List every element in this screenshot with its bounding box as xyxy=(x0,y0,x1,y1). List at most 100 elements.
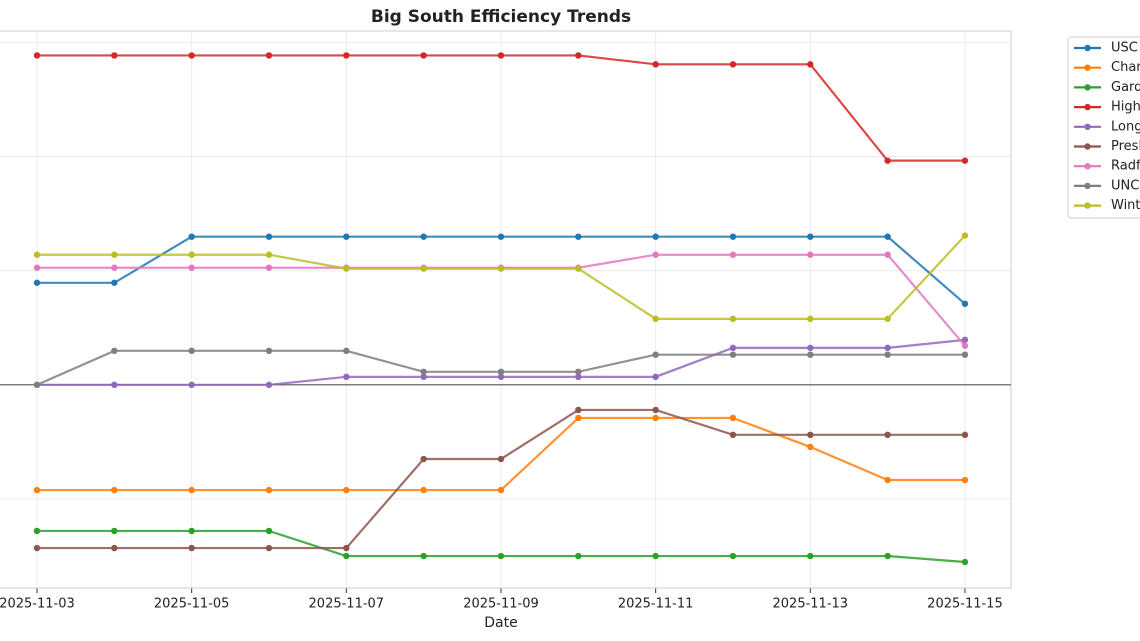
point xyxy=(652,351,659,358)
point xyxy=(807,431,814,439)
point xyxy=(188,251,195,258)
point xyxy=(188,233,195,240)
point xyxy=(575,373,582,381)
point xyxy=(188,264,195,271)
point xyxy=(807,233,814,240)
legend-marker xyxy=(1084,44,1091,52)
point xyxy=(884,431,891,439)
point xyxy=(652,251,659,258)
point xyxy=(807,315,814,323)
point xyxy=(652,315,659,323)
point xyxy=(33,544,41,552)
x-axis-label: Date xyxy=(484,615,517,631)
point xyxy=(265,233,273,240)
point xyxy=(729,414,737,422)
point xyxy=(575,52,582,59)
point xyxy=(420,486,427,494)
point xyxy=(575,368,582,376)
point xyxy=(497,373,505,381)
x-tick-label: 2025-11-11 xyxy=(618,597,694,612)
x-tick-label: 2025-11-09 xyxy=(463,597,539,612)
legend-marker xyxy=(1084,103,1091,111)
point xyxy=(343,265,350,272)
point xyxy=(343,552,350,560)
legend-label: Gard xyxy=(1111,80,1140,95)
legend-marker xyxy=(1084,64,1091,71)
point xyxy=(265,251,273,258)
point xyxy=(807,351,814,358)
plot-frame xyxy=(0,30,1012,589)
chart-title: Big South Efficiency Trends xyxy=(371,7,631,27)
point xyxy=(33,381,41,389)
point xyxy=(961,336,969,344)
point xyxy=(497,455,505,463)
point xyxy=(884,351,891,358)
point xyxy=(111,486,118,494)
point xyxy=(575,552,582,560)
point xyxy=(265,544,273,552)
point xyxy=(961,351,969,358)
point xyxy=(188,52,195,59)
legend-marker xyxy=(1084,163,1091,170)
point xyxy=(343,347,350,355)
point xyxy=(729,233,737,240)
legend-marker xyxy=(1084,202,1091,209)
point xyxy=(420,233,427,240)
point xyxy=(807,61,814,68)
point xyxy=(884,344,891,352)
point xyxy=(188,544,195,552)
point xyxy=(884,251,891,258)
point xyxy=(729,251,737,258)
point xyxy=(884,552,891,560)
point xyxy=(33,527,41,535)
point xyxy=(33,264,41,271)
point xyxy=(111,527,118,535)
point xyxy=(575,406,582,414)
x-tick-label: 2025-11-05 xyxy=(154,597,230,612)
point xyxy=(961,431,969,439)
point xyxy=(961,558,969,566)
point xyxy=(420,52,427,59)
legend-label: UNC xyxy=(1111,178,1139,193)
legend-marker xyxy=(1084,123,1091,130)
point xyxy=(265,347,273,355)
legend-label: USC xyxy=(1111,41,1138,56)
point xyxy=(111,251,118,258)
point xyxy=(652,406,659,414)
point xyxy=(807,552,814,560)
legend-label: Presl xyxy=(1111,139,1140,154)
point xyxy=(652,373,659,381)
legend-marker xyxy=(1084,143,1091,150)
point xyxy=(33,279,41,286)
point xyxy=(497,52,505,59)
point xyxy=(497,265,505,272)
point xyxy=(188,347,195,355)
point xyxy=(343,233,350,240)
point xyxy=(884,315,891,323)
legend-box xyxy=(1067,36,1140,219)
point xyxy=(111,52,118,59)
point xyxy=(111,264,118,271)
point xyxy=(33,52,41,59)
point xyxy=(575,414,582,422)
point xyxy=(420,373,427,381)
point xyxy=(111,279,118,286)
legend-label: Char xyxy=(1111,60,1140,75)
legend-marker xyxy=(1084,84,1091,91)
point xyxy=(884,476,891,484)
point xyxy=(188,381,195,389)
point xyxy=(111,381,118,389)
point xyxy=(652,233,659,240)
point xyxy=(807,443,814,451)
point xyxy=(729,315,737,323)
legend-label: Long xyxy=(1111,119,1140,134)
point xyxy=(652,552,659,560)
point xyxy=(729,344,737,352)
x-tick-label: 2025-11-15 xyxy=(927,597,1003,612)
point xyxy=(265,486,273,494)
point xyxy=(497,552,505,560)
point xyxy=(343,544,350,552)
point xyxy=(265,264,273,271)
point xyxy=(961,157,969,164)
